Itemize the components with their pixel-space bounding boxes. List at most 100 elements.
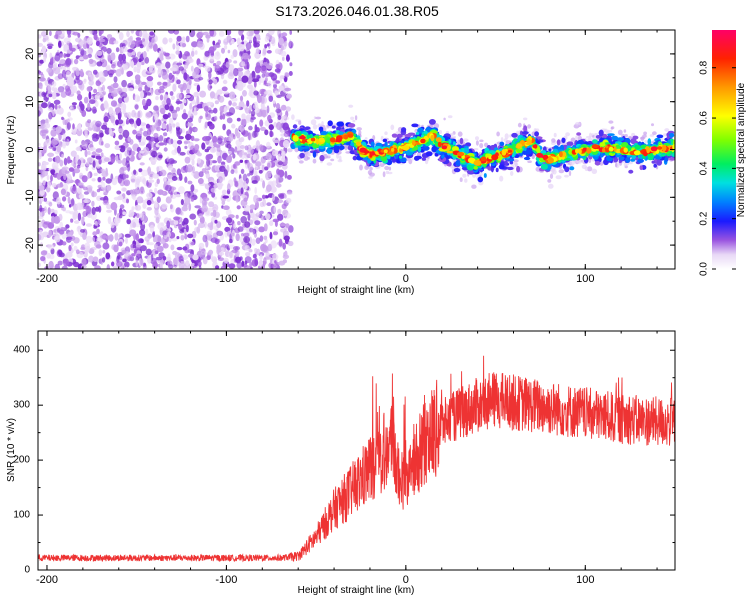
noise-speck (256, 145, 260, 151)
noise-speck (77, 225, 81, 230)
noise-speck (63, 37, 71, 44)
noise-speck (141, 169, 149, 177)
noise-speck (171, 176, 178, 181)
noise-speck (118, 134, 123, 140)
noise-speck (269, 257, 274, 265)
noise-speck (136, 196, 144, 204)
noise-speck (54, 209, 58, 215)
noise-speck (48, 202, 53, 207)
noise-speck (277, 115, 282, 121)
noise-speck (194, 128, 198, 133)
noise-speck (100, 152, 104, 157)
ridge-cell (431, 145, 437, 153)
noise-speck (95, 148, 103, 153)
noise-speck (106, 209, 112, 213)
ridge-cell (594, 161, 601, 166)
noise-speck (95, 100, 99, 107)
noise-speck (217, 39, 221, 45)
noise-speck (127, 37, 132, 41)
noise-speck (183, 63, 189, 69)
ridge-halo (623, 162, 627, 167)
noise-speck (257, 95, 262, 104)
noise-speck (43, 197, 48, 202)
noise-speck (193, 171, 200, 179)
noise-speck (167, 30, 175, 34)
noise-speck (63, 173, 67, 181)
noise-speck (47, 89, 52, 94)
noise-speck (214, 100, 219, 105)
noise-speck (179, 151, 186, 156)
noise-speck (285, 106, 292, 112)
noise-speck (232, 163, 236, 169)
noise-speck (68, 204, 72, 208)
noise-speck (274, 48, 281, 54)
noise-speck (63, 258, 69, 267)
ridge-halo (384, 131, 388, 135)
noise-speck (193, 219, 197, 226)
ridge-cell (511, 132, 518, 138)
noise-speck (131, 206, 135, 211)
ridge-halo (312, 124, 318, 130)
ridge-halo (527, 124, 532, 129)
noise-speck (183, 140, 191, 144)
noise-speck (73, 168, 81, 174)
noise-speck (55, 126, 62, 134)
noise-speck (156, 178, 160, 185)
noise-speck (47, 152, 55, 157)
noise-speck (92, 160, 96, 168)
noise-speck (277, 161, 284, 166)
noise-speck (161, 203, 168, 209)
noise-speck (245, 42, 252, 50)
ridge-halo (500, 137, 504, 142)
noise-speck (225, 209, 232, 216)
noise-speck (85, 205, 92, 214)
noise-speck (199, 31, 204, 37)
noise-speck (252, 153, 257, 161)
noise-speck (262, 47, 267, 55)
noise-speck (256, 248, 261, 256)
ridge-halo (352, 119, 356, 123)
noise-speck (108, 127, 113, 136)
noise-speck (278, 194, 285, 200)
noise-speck (235, 195, 239, 203)
noise-speck (284, 250, 288, 258)
noise-speck (50, 169, 56, 174)
noise-speck (59, 141, 63, 148)
noise-speck (235, 233, 240, 242)
noise-speck (250, 30, 255, 35)
ridge-cell (653, 163, 657, 168)
noise-speck (207, 222, 214, 228)
ridge-cell (483, 173, 487, 178)
ridge-cell (459, 137, 464, 145)
noise-speck (150, 141, 155, 148)
noise-speck (58, 40, 62, 48)
noise-speck (163, 177, 167, 182)
ridge-halo (471, 184, 477, 189)
noise-speck (93, 69, 98, 75)
noise-speck (163, 51, 167, 56)
ridge-cell (292, 124, 298, 129)
noise-speck (186, 88, 190, 95)
noise-speck (39, 212, 43, 217)
noise-speck (148, 65, 153, 73)
noise-speck (98, 30, 104, 35)
noise-speck (188, 202, 192, 212)
noise-speck (71, 85, 78, 94)
noise-speck (220, 265, 227, 269)
noise-speck (225, 111, 232, 117)
noise-speck (50, 127, 57, 131)
noise-speck (74, 139, 78, 144)
noise-speck (223, 257, 229, 263)
ridge-cell (576, 132, 582, 136)
noise-speck (242, 90, 247, 97)
ridge-halo (382, 171, 386, 178)
ridge-halo (411, 157, 414, 161)
noise-speck (118, 53, 123, 62)
noise-speck (41, 102, 48, 109)
noise-speck (58, 229, 65, 235)
noise-speck (157, 81, 162, 86)
noise-speck (123, 179, 131, 187)
noise-speck (159, 85, 165, 90)
noise-speck (204, 121, 208, 129)
ridge-cell (477, 176, 484, 183)
